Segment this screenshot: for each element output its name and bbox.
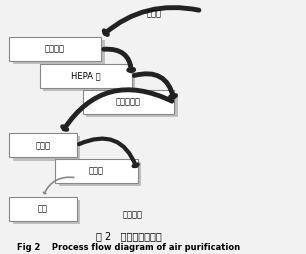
Bar	[86, 93, 178, 117]
Text: 集尘区: 集尘区	[89, 166, 104, 175]
Bar	[13, 40, 105, 64]
Bar	[59, 162, 141, 186]
Text: 电离区: 电离区	[35, 141, 50, 150]
Bar	[9, 37, 101, 61]
Bar	[13, 200, 80, 224]
Text: 清净空气: 清净空气	[122, 210, 142, 219]
Bar	[40, 64, 132, 88]
Bar	[43, 67, 135, 91]
Bar	[83, 90, 174, 114]
Bar	[13, 136, 80, 161]
Bar	[9, 197, 76, 221]
Text: Fig 2    Process flow diagram of air purification: Fig 2 Process flow diagram of air purifi…	[17, 243, 240, 252]
Text: 脏空气: 脏空气	[147, 9, 162, 19]
Text: HEPA 网: HEPA 网	[71, 71, 100, 80]
Text: 甲醉过滤网: 甲醉过滤网	[116, 98, 141, 107]
Text: 风扇: 风扇	[38, 204, 48, 213]
Text: 图 2   空气净化流程图: 图 2 空气净化流程图	[96, 231, 161, 241]
Bar	[9, 133, 76, 157]
Bar	[55, 159, 138, 183]
Text: 初级滤网: 初级滤网	[45, 44, 65, 53]
